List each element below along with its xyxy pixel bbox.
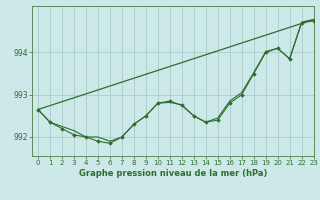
X-axis label: Graphe pression niveau de la mer (hPa): Graphe pression niveau de la mer (hPa) [79,169,267,178]
